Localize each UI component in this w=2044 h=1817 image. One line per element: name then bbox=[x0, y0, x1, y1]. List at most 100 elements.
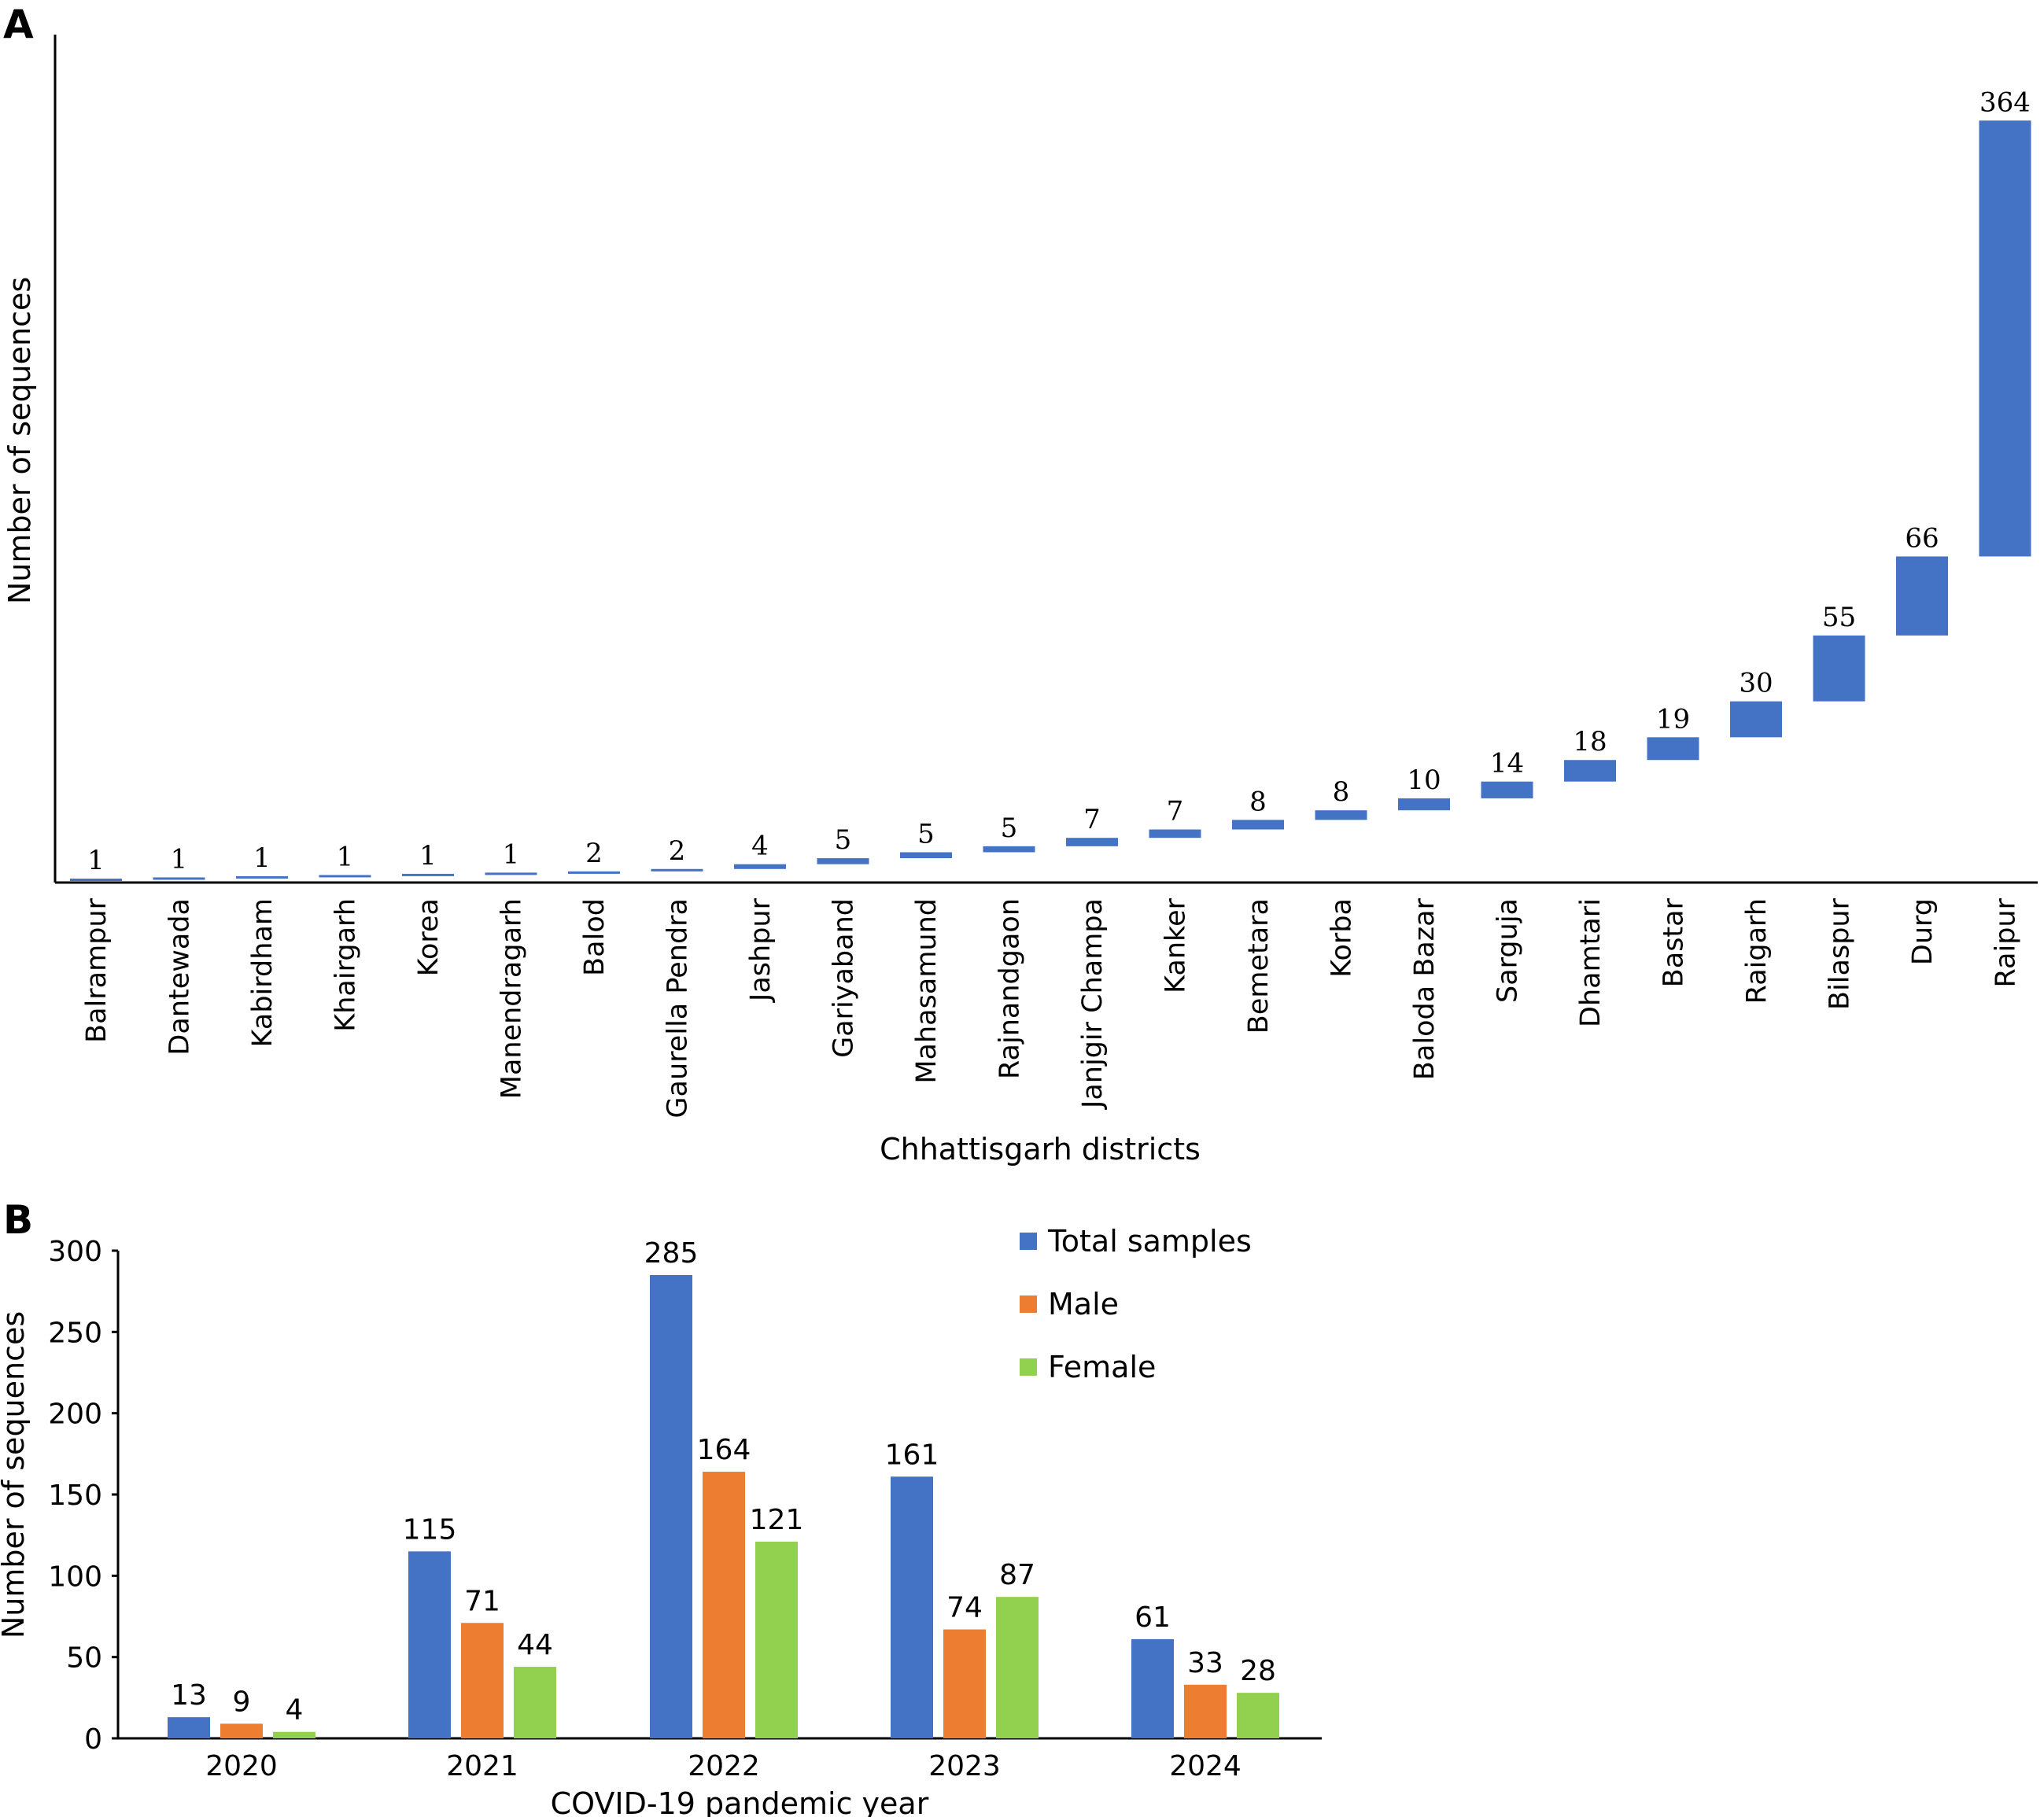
panel-a-chart: Number of sequences Chhattisgarh distric… bbox=[2, 35, 2038, 1166]
data-label: 8 bbox=[1249, 786, 1267, 817]
bar-2020-male bbox=[220, 1723, 263, 1738]
tick-label: Balrampur bbox=[81, 897, 113, 1043]
tick-label: Raigarh bbox=[1741, 898, 1773, 1004]
data-label: 30 bbox=[1739, 668, 1773, 699]
tick-label: Kanker bbox=[1160, 897, 1192, 993]
waterfall-bar-janjgir-champa bbox=[1066, 838, 1118, 846]
data-label: 28 bbox=[1240, 1655, 1276, 1687]
data-label: 161 bbox=[885, 1439, 939, 1471]
waterfall-bar-raigarh bbox=[1730, 701, 1782, 738]
waterfall-bar-bemetara bbox=[1232, 820, 1284, 830]
data-label: 1 bbox=[253, 842, 271, 874]
waterfall-bar-baloda-bazar bbox=[1398, 798, 1450, 811]
data-label: 1 bbox=[171, 843, 188, 875]
waterfall-bar-bastar bbox=[1647, 737, 1699, 761]
panel-a-x-axis-title: Chhattisgarh districts bbox=[880, 1132, 1201, 1166]
panel-b-bars: 13 9 4 115 71 44 285 164 121 161 74 87 61 33 28 bbox=[168, 1237, 1279, 1738]
bar-2021-total-samples bbox=[408, 1551, 451, 1738]
waterfall-bar-korba bbox=[1315, 810, 1367, 820]
data-label: 13 bbox=[171, 1679, 207, 1712]
bar-2024-total-samples bbox=[1131, 1638, 1174, 1738]
tick-label: 150 bbox=[48, 1480, 102, 1512]
data-label: 71 bbox=[464, 1585, 500, 1617]
bar-2024-female bbox=[1237, 1693, 1279, 1738]
bar-2020-female bbox=[273, 1731, 315, 1738]
data-label: 2 bbox=[669, 835, 686, 867]
data-label: 14 bbox=[1490, 748, 1524, 780]
data-label: 5 bbox=[917, 818, 935, 850]
bar-2022-female bbox=[755, 1541, 798, 1738]
waterfall-bar-durg bbox=[1896, 556, 1948, 636]
panel-a-letter: A bbox=[3, 2, 34, 47]
waterfall-bar-manendragarh bbox=[485, 872, 537, 875]
legend-label: Total samples bbox=[1047, 1224, 1252, 1259]
tick-label: Sarguja bbox=[1492, 898, 1524, 1003]
data-label: 33 bbox=[1187, 1647, 1223, 1679]
data-label: 4 bbox=[286, 1694, 304, 1727]
tick-label: 2023 bbox=[928, 1750, 1001, 1782]
waterfall-bar-balod bbox=[568, 871, 620, 874]
legend-swatch-female bbox=[1020, 1358, 1037, 1376]
data-label: 9 bbox=[233, 1686, 251, 1718]
data-label: 364 bbox=[1979, 87, 2031, 118]
data-label: 10 bbox=[1407, 765, 1441, 796]
data-label: 5 bbox=[835, 824, 852, 856]
panel-b-x-ticks: 2020 2021 2022 2023 2024 bbox=[205, 1750, 1242, 1782]
tick-label: Rajnandgaon bbox=[994, 898, 1026, 1079]
data-label: 115 bbox=[403, 1513, 457, 1546]
legend-label: Female bbox=[1048, 1350, 1156, 1384]
data-label: 285 bbox=[644, 1237, 699, 1270]
tick-label: 2022 bbox=[688, 1750, 760, 1782]
tick-label: Manendragarh bbox=[496, 898, 528, 1099]
data-label: 1 bbox=[503, 838, 520, 870]
waterfall-bar-gaurella-pendra bbox=[651, 868, 703, 872]
tick-label: 200 bbox=[48, 1399, 102, 1431]
data-label: 44 bbox=[517, 1629, 553, 1661]
waterfall-bar-khairgarh bbox=[319, 875, 371, 878]
data-label: 1 bbox=[337, 841, 354, 872]
waterfall-bar-sarguja bbox=[1481, 781, 1533, 798]
waterfall-bar-jashpur bbox=[734, 864, 786, 869]
tick-label: 2020 bbox=[205, 1750, 278, 1782]
data-label: 55 bbox=[1822, 602, 1856, 633]
bar-2024-male bbox=[1184, 1684, 1227, 1738]
tick-label: Raipur bbox=[1991, 897, 2022, 987]
bar-2020-total-samples bbox=[168, 1717, 210, 1738]
tick-label: Korba bbox=[1326, 898, 1358, 978]
waterfall-bar-kanker bbox=[1149, 829, 1201, 838]
data-label: 66 bbox=[1905, 522, 1939, 554]
tick-label: 0 bbox=[84, 1723, 102, 1756]
tick-label: Gariyaband bbox=[828, 898, 860, 1058]
bar-2022-total-samples bbox=[650, 1275, 692, 1738]
data-label: 121 bbox=[750, 1504, 804, 1536]
data-label: 8 bbox=[1333, 776, 1350, 808]
tick-label: Bilaspur bbox=[1824, 897, 1856, 1010]
data-label: 164 bbox=[697, 1434, 751, 1466]
tick-label: 50 bbox=[66, 1642, 102, 1675]
tick-label: Korea bbox=[413, 898, 445, 976]
panel-b-y-ticks: 0 50 100 150 200 250 300 bbox=[48, 1236, 118, 1756]
waterfall-bar-raipur bbox=[1979, 120, 2031, 557]
data-label: 2 bbox=[585, 838, 603, 869]
tick-label: Jashpur bbox=[745, 897, 777, 1003]
panel-a-category-labels: Balrampur Dantewada Kabirdham Khairgarh Kore… bbox=[81, 897, 2022, 1118]
panel-b-letter: B bbox=[3, 1197, 33, 1243]
data-label: 4 bbox=[751, 831, 769, 862]
data-label: 61 bbox=[1135, 1601, 1171, 1634]
waterfall-bar-korea bbox=[402, 873, 454, 876]
data-label: 1 bbox=[419, 840, 437, 872]
tick-label: Baloda Bazar bbox=[1409, 897, 1441, 1080]
bar-2023-female bbox=[996, 1597, 1039, 1738]
tick-label: Mahasamund bbox=[911, 898, 943, 1084]
data-label: 7 bbox=[1167, 796, 1184, 827]
tick-label: 250 bbox=[48, 1317, 102, 1349]
waterfall-bar-gariyaband bbox=[817, 858, 869, 864]
data-label: 19 bbox=[1656, 703, 1690, 735]
bar-2022-male bbox=[703, 1472, 745, 1738]
panel-a-y-axis-title: Number of sequences bbox=[2, 277, 37, 604]
waterfall-bar-dhamtari bbox=[1564, 760, 1616, 782]
tick-label: Durg bbox=[1907, 898, 1939, 965]
bar-2023-total-samples bbox=[891, 1476, 933, 1738]
panel-b-x-axis-title: COVID-19 pandemic year bbox=[551, 1786, 929, 1817]
